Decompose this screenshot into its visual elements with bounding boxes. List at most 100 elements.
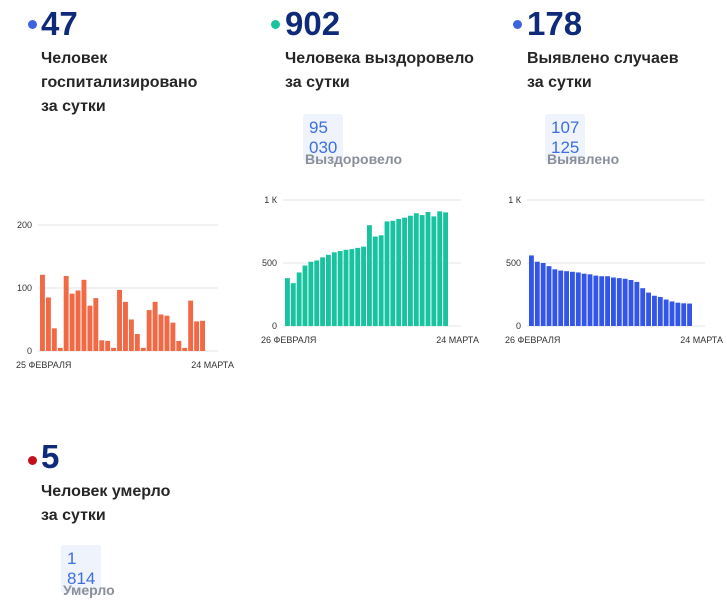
bar bbox=[343, 249, 349, 326]
y-tick-label: 200 bbox=[17, 220, 32, 230]
bar bbox=[314, 260, 320, 326]
bar bbox=[285, 278, 290, 326]
bar bbox=[657, 297, 663, 326]
y-tick-label: 500 bbox=[506, 258, 521, 268]
y-tick-label: 1 К bbox=[264, 195, 278, 205]
died-total-label: Умерло bbox=[63, 582, 115, 598]
y-tick-label: 0 bbox=[272, 321, 277, 331]
bar bbox=[652, 295, 657, 326]
bar bbox=[634, 281, 640, 326]
hospitalized-desc-line3: за сутки bbox=[41, 98, 106, 115]
detected-desc-line1: Выявлено случаев bbox=[527, 50, 679, 67]
bar bbox=[81, 279, 87, 351]
bar bbox=[575, 272, 581, 326]
died-total: 1 814 bbox=[61, 545, 102, 593]
hospitalized-count: 47 bbox=[41, 5, 78, 42]
bar bbox=[51, 328, 57, 351]
bar bbox=[605, 276, 610, 326]
x-end-label: 24 МАРТА bbox=[436, 335, 479, 345]
detected-count: 178 bbox=[527, 5, 583, 42]
bar bbox=[384, 221, 390, 326]
bar bbox=[663, 299, 669, 326]
bar bbox=[372, 236, 378, 326]
bar bbox=[367, 225, 372, 326]
bar bbox=[378, 235, 384, 326]
bar bbox=[182, 347, 188, 351]
bar bbox=[308, 261, 314, 326]
hospitalized-chart: 0 100 200 25 ФЕВРАЛЯ 24 МАРТА bbox=[16, 220, 234, 370]
bar bbox=[628, 280, 634, 326]
bar bbox=[170, 322, 176, 351]
recovered-total: 95 030 bbox=[303, 114, 344, 162]
x-start-label: 26 ФЕВРАЛЯ bbox=[505, 335, 560, 345]
bar bbox=[123, 301, 128, 351]
died-dot bbox=[28, 456, 37, 465]
bar bbox=[117, 289, 122, 351]
bar bbox=[320, 257, 325, 326]
bar bbox=[111, 347, 117, 351]
died-desc-line1: Человек умерло bbox=[41, 483, 171, 500]
bar bbox=[152, 301, 158, 351]
detected-chart: 0 500 1 К 26 ФЕВРАЛЯ 24 МАРТА bbox=[505, 195, 723, 345]
bar bbox=[570, 271, 575, 326]
detected-total-label: Выявлено bbox=[547, 151, 620, 167]
bar bbox=[431, 216, 437, 326]
bar bbox=[675, 302, 681, 326]
bar bbox=[176, 340, 182, 351]
recovered-desc-line2: за сутки bbox=[285, 74, 350, 91]
bar bbox=[587, 274, 593, 326]
bar bbox=[616, 278, 622, 326]
bar bbox=[158, 314, 164, 351]
bar bbox=[140, 347, 146, 351]
bar bbox=[593, 275, 599, 326]
x-start-label: 25 ФЕВРАЛЯ bbox=[16, 360, 71, 370]
bar bbox=[402, 217, 407, 326]
bar bbox=[337, 251, 343, 326]
bar bbox=[443, 212, 448, 326]
bar bbox=[69, 293, 75, 351]
bar bbox=[134, 333, 140, 351]
bar bbox=[63, 276, 69, 351]
x-end-label: 24 МАРТА bbox=[191, 360, 234, 370]
x-start-label: 26 ФЕВРАЛЯ bbox=[261, 335, 316, 345]
bar bbox=[687, 303, 692, 326]
bar bbox=[419, 215, 425, 326]
bar bbox=[105, 340, 111, 351]
bar bbox=[349, 249, 355, 326]
bar bbox=[599, 276, 605, 326]
bar bbox=[128, 319, 134, 351]
hospitalized-desc-line2: госпитализировано bbox=[41, 74, 198, 91]
bar bbox=[425, 211, 431, 326]
bar bbox=[99, 340, 105, 351]
bar bbox=[681, 303, 687, 326]
bar bbox=[45, 297, 51, 351]
bar bbox=[188, 300, 194, 351]
bar bbox=[669, 301, 675, 326]
bar bbox=[200, 320, 205, 351]
bar bbox=[396, 218, 402, 326]
bar bbox=[413, 213, 419, 326]
bar bbox=[558, 270, 564, 326]
recovered-dot bbox=[271, 20, 280, 29]
detected-total: 107 125 bbox=[545, 114, 586, 162]
bar bbox=[296, 272, 302, 326]
bar bbox=[290, 283, 296, 326]
bar bbox=[552, 269, 558, 326]
died-description: Человек умерло за сутки bbox=[41, 480, 170, 528]
hospitalized-desc-line1: Человек bbox=[41, 50, 108, 67]
bar bbox=[640, 288, 646, 326]
bar bbox=[546, 266, 552, 326]
bar bbox=[361, 246, 366, 326]
bar bbox=[540, 263, 546, 326]
hospitalized-description: Человек госпитализировано за сутки bbox=[41, 47, 197, 119]
bar bbox=[646, 292, 651, 326]
x-end-label: 24 МАРТА bbox=[680, 335, 723, 345]
bar bbox=[622, 278, 628, 326]
recovered-chart: 0 500 1 К 26 ФЕВРАЛЯ 24 МАРТА bbox=[261, 195, 479, 345]
detected-description: Выявлено случаев за сутки bbox=[527, 47, 679, 95]
bar bbox=[390, 220, 396, 326]
y-tick-label: 500 bbox=[262, 258, 277, 268]
bar bbox=[164, 315, 170, 351]
bar bbox=[75, 290, 81, 351]
bar bbox=[302, 265, 308, 326]
